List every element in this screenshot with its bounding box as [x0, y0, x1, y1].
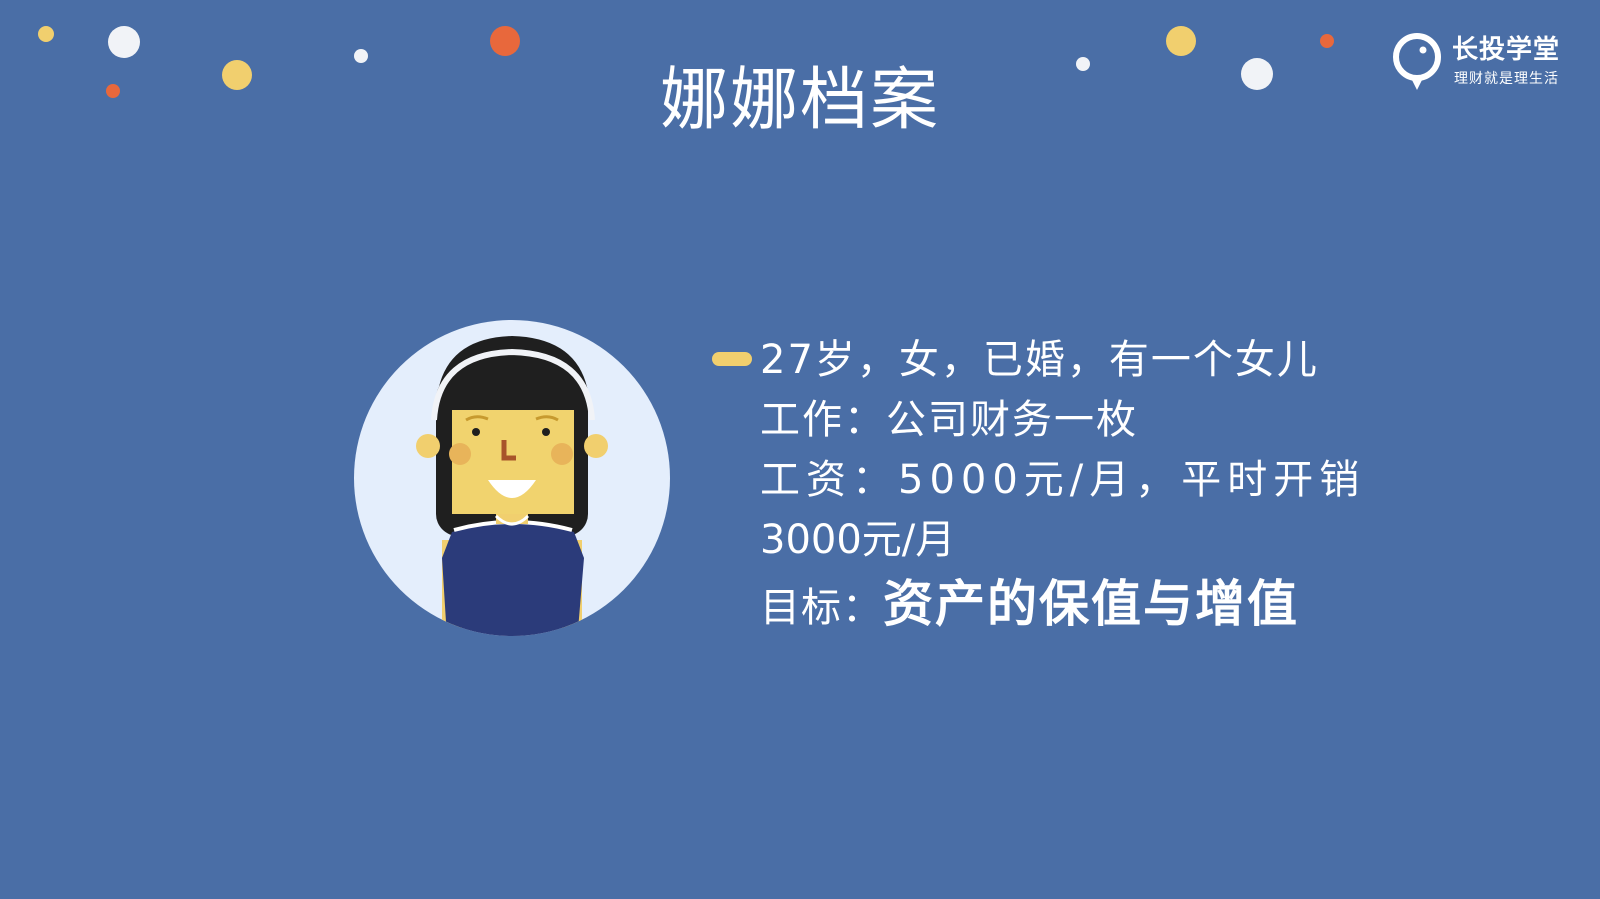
confetti-dot	[490, 26, 520, 56]
confetti-dot	[1076, 57, 1090, 71]
goal-label: 目标：	[760, 585, 883, 631]
confetti-dot	[1241, 58, 1273, 90]
brand-slogan: 理财就是理生活	[1454, 71, 1559, 87]
goal-value: 资产的保值与增值	[883, 575, 1299, 633]
brand-name: 长投学堂	[1452, 35, 1561, 65]
confetti-dot	[354, 49, 368, 63]
bullet-marker	[712, 352, 752, 366]
confetti-dot	[1166, 26, 1196, 56]
confetti-dot	[38, 26, 54, 42]
confetti-dot	[222, 60, 252, 90]
girl-avatar-icon	[354, 320, 670, 636]
confetti-dot	[1320, 34, 1334, 48]
confetti-dot	[108, 26, 140, 58]
confetti-dot	[106, 84, 120, 98]
lightbulb-icon	[1393, 33, 1441, 90]
profile-salary: 工资：5000元/月，平时开销	[760, 457, 1366, 503]
profile-basic-info: 27岁，女，已婚，有一个女儿	[760, 337, 1319, 383]
profile-job: 工作：公司财务一枚	[760, 397, 1138, 443]
slide-title: 娜娜档案	[659, 61, 940, 140]
profile-expense: 3000元/月	[760, 517, 956, 563]
profile-goal: 目标：资产的保值与增值	[760, 576, 1299, 636]
brand-logo: 长投学堂 理财就是理生活	[1392, 32, 1582, 96]
